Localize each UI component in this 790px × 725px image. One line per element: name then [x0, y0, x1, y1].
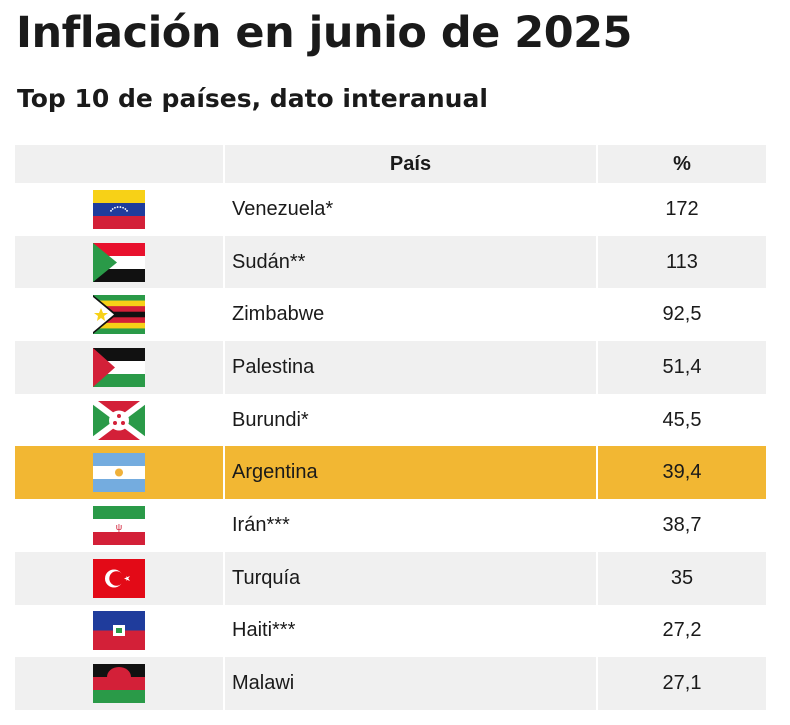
malawi-flag-icon	[93, 664, 145, 704]
table-row: ψ Irán*** 38,7	[15, 499, 766, 552]
value-cell: 45,5	[662, 408, 702, 431]
haiti-flag-icon	[93, 611, 145, 651]
zimbabwe-flag-icon	[93, 295, 145, 335]
inflation-table: País % Venezuela* 172 Sudán** 113 Zimbab…	[15, 145, 766, 710]
country-cell: Argentina	[225, 446, 598, 500]
flag-cell: ψ	[15, 499, 225, 552]
table-row: Malawi 27,1	[15, 657, 766, 710]
value-cell: 35	[670, 566, 694, 589]
table-header: País %	[15, 145, 766, 183]
iran-flag-icon: ψ	[93, 505, 145, 545]
country-cell: Irán***	[225, 499, 598, 552]
header-percent: %	[673, 152, 691, 175]
value-cell: 113	[666, 250, 698, 273]
value-cell: 39,4	[662, 461, 702, 484]
value-cell: 27,2	[662, 619, 702, 642]
table-row: Venezuela* 172	[15, 183, 766, 236]
svg-text:ψ: ψ	[116, 522, 122, 532]
venezuela-flag-icon	[93, 189, 145, 229]
burundi-flag-icon	[93, 400, 145, 440]
country-cell: Sudán**	[225, 235, 598, 289]
country-cell: Palestina	[225, 341, 598, 394]
value-cell: 38,7	[662, 513, 702, 536]
flag-cell	[15, 446, 225, 500]
table-row: Turquía 35	[15, 551, 766, 605]
flag-cell	[15, 235, 225, 289]
flag-cell	[15, 604, 225, 658]
flag-cell	[15, 341, 225, 394]
table-row: Sudán** 113	[15, 235, 766, 289]
flag-cell	[15, 551, 225, 605]
country-cell: Zimbabwe	[225, 288, 598, 342]
table-row: Haiti*** 27,2	[15, 604, 766, 658]
value-cell: 92,5	[662, 303, 702, 326]
page-title: Inflación en junio de 2025	[16, 8, 632, 58]
country-cell: Venezuela*	[225, 183, 598, 236]
flag-cell	[15, 393, 225, 447]
argentina-flag-icon	[93, 453, 145, 493]
country-cell: Burundi*	[225, 393, 598, 447]
table-row: Zimbabwe 92,5	[15, 288, 766, 342]
flag-cell	[15, 657, 225, 710]
country-cell: Malawi	[225, 657, 598, 710]
value-cell: 51,4	[662, 355, 702, 378]
country-cell: Turquía	[225, 551, 598, 605]
value-cell: 172	[665, 197, 699, 220]
page-subtitle: Top 10 de países, dato interanual	[17, 84, 488, 113]
table-row: Burundi* 45,5	[15, 393, 766, 447]
table-row: Argentina 39,4	[15, 446, 766, 500]
flag-cell	[15, 183, 225, 236]
sudan-flag-icon	[93, 242, 145, 282]
country-cell: Haiti***	[225, 604, 598, 658]
flag-cell	[15, 288, 225, 342]
palestine-flag-icon	[93, 347, 145, 387]
value-cell: 27,1	[662, 672, 702, 695]
table-row: Palestina 51,4	[15, 341, 766, 394]
turkey-flag-icon	[93, 558, 145, 598]
header-country: País	[225, 145, 598, 183]
header-flag	[15, 145, 225, 183]
